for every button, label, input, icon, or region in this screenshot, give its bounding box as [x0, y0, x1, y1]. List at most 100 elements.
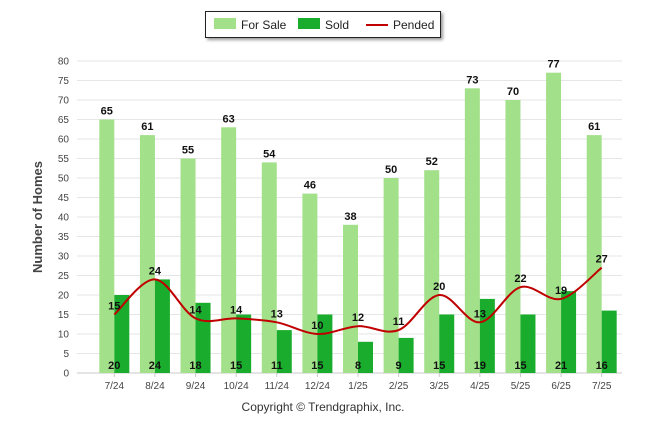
x-tick-label: 8/24 [145, 381, 165, 392]
y-tick-label: 20 [58, 291, 70, 302]
data-label-pended: 19 [555, 285, 567, 297]
bar-for-sale [383, 178, 399, 373]
data-label-pended: 11 [393, 316, 405, 328]
y-tick-label: 30 [58, 252, 70, 263]
bar-for-sale [343, 224, 358, 373]
bar-for-sale [505, 100, 521, 373]
y-tick-label: 35 [58, 232, 70, 243]
legend-swatch-for-sale [214, 18, 236, 29]
bar-for-sale [180, 158, 196, 373]
data-label-for-sale: 55 [182, 145, 194, 157]
data-label-sold: 15 [311, 360, 323, 372]
legend-label-pended: Pended [393, 18, 435, 32]
bar-sold [439, 314, 455, 373]
data-label-pended: 27 [596, 254, 608, 266]
data-label-sold: 15 [514, 360, 526, 372]
x-tick-label: 1/25 [348, 381, 368, 392]
x-tick-label: 9/24 [186, 381, 206, 392]
x-tick-label: 2/25 [389, 381, 409, 392]
y-tick-label: 60 [58, 135, 70, 146]
y-tick-label: 70 [58, 96, 70, 107]
y-tick-label: 45 [58, 193, 70, 204]
bar-sold [236, 314, 252, 373]
bar-for-sale [424, 170, 440, 373]
y-tick-label: 55 [58, 154, 70, 165]
bar-sold [276, 330, 292, 373]
bar-for-sale [221, 127, 237, 373]
bar-sold [398, 337, 414, 373]
data-label-sold: 15 [230, 360, 242, 372]
data-label-pended: 10 [311, 320, 323, 332]
bar-sold [561, 291, 577, 373]
data-label-for-sale: 61 [141, 121, 153, 133]
data-label-for-sale: 73 [466, 74, 478, 86]
data-label-pended: 12 [352, 312, 364, 324]
y-tick-label: 15 [58, 310, 70, 321]
data-label-pended: 14 [230, 304, 243, 316]
legend-label-for-sale: For Sale [241, 18, 287, 32]
y-tick-label: 0 [63, 369, 69, 380]
x-tick-label: 4/25 [470, 381, 490, 392]
x-tick-label: 12/24 [305, 381, 330, 392]
y-tick-label: 75 [58, 76, 70, 87]
y-tick-label: 5 [63, 349, 69, 360]
y-tick-label: 65 [58, 115, 70, 126]
data-label-pended: 13 [271, 308, 283, 320]
data-label-sold: 8 [355, 360, 361, 372]
copyright-text: Copyright © Trendgraphix, Inc. [241, 400, 405, 414]
data-label-for-sale: 61 [588, 121, 600, 133]
bar-sold [114, 295, 130, 373]
data-label-pended: 20 [433, 281, 445, 293]
data-label-sold: 20 [108, 360, 120, 372]
data-label-sold: 11 [271, 360, 283, 372]
data-label-pended: 22 [514, 273, 526, 285]
data-label-sold: 18 [189, 360, 201, 372]
x-tick-label: 6/25 [551, 381, 571, 392]
bar-for-sale [99, 119, 115, 373]
y-tick-label: 25 [58, 271, 70, 282]
y-tick-label: 50 [58, 174, 70, 185]
y-axis-title: Number of Homes [30, 161, 45, 273]
bar-for-sale [302, 193, 318, 373]
data-label-sold: 24 [149, 360, 162, 372]
data-label-pended: 14 [189, 304, 202, 316]
data-label-for-sale: 52 [426, 156, 438, 168]
data-label-sold: 16 [596, 360, 608, 372]
data-label-for-sale: 46 [304, 180, 316, 192]
legend-label-sold: Sold [325, 18, 350, 32]
bar-for-sale [261, 162, 277, 373]
data-label-pended: 15 [108, 301, 120, 313]
bar-sold [317, 314, 333, 373]
bar-sold [358, 341, 373, 373]
y-tick-label: 80 [58, 57, 70, 68]
bar-sold [479, 298, 495, 373]
legend-swatch-sold [298, 18, 320, 29]
data-label-pended: 24 [149, 265, 162, 277]
x-tick-label: 10/24 [224, 381, 249, 392]
data-label-for-sale: 70 [507, 86, 519, 98]
y-tick-label: 40 [58, 213, 70, 224]
bar-sold [601, 310, 617, 373]
bar-sold [520, 314, 536, 373]
data-label-for-sale: 54 [263, 148, 276, 160]
bar-for-sale [546, 72, 562, 373]
x-tick-label: 11/24 [265, 381, 290, 392]
pended-line [113, 266, 603, 336]
bar-sold [154, 279, 170, 373]
data-label-sold: 21 [555, 360, 567, 372]
data-label-for-sale: 50 [385, 164, 397, 176]
y-tick-label: 10 [58, 330, 70, 341]
data-label-sold: 15 [433, 360, 445, 372]
data-label-sold: 9 [396, 360, 402, 372]
legend-swatch-pended [366, 24, 388, 26]
x-tick-label: 7/24 [105, 381, 125, 392]
data-label-pended: 13 [474, 308, 486, 320]
x-tick-label: 7/25 [592, 381, 612, 392]
x-tick-label: 3/25 [429, 381, 449, 392]
bar-for-sale [586, 135, 602, 373]
x-tick-label: 5/25 [511, 381, 531, 392]
legend: For Sale Sold Pended [205, 11, 441, 38]
data-label-sold: 19 [474, 360, 486, 372]
data-label-for-sale: 65 [101, 106, 113, 118]
